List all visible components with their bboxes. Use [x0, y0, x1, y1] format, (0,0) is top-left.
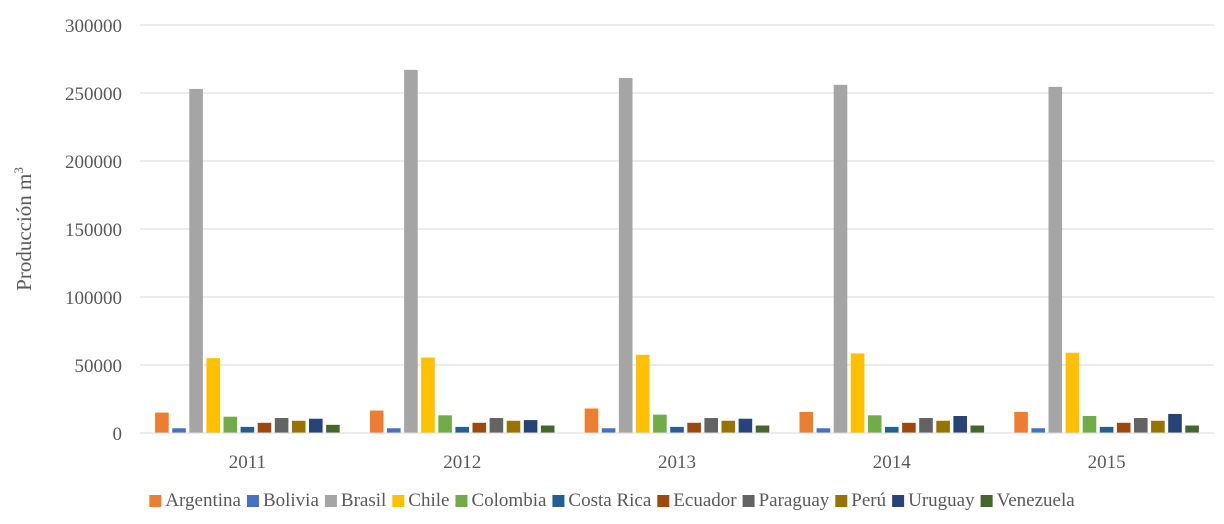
legend-swatch: [892, 495, 905, 507]
x-tick-label: 2011: [229, 452, 266, 473]
legend-swatch: [455, 495, 468, 507]
bar: [850, 353, 865, 433]
legend-swatch: [657, 495, 670, 507]
bar: [1082, 416, 1097, 433]
bar: [1185, 425, 1199, 433]
legend-swatch: [246, 495, 259, 507]
bar: [1031, 428, 1045, 433]
legend-label: Costa Rica: [568, 490, 651, 511]
y-tick-label: 0: [113, 424, 123, 445]
y-tick-label: 100000: [65, 288, 122, 309]
bar: [1065, 352, 1080, 433]
bar: [1116, 422, 1131, 433]
bar: [369, 410, 384, 433]
bar: [1014, 411, 1028, 433]
bar: [704, 418, 718, 433]
bar: [472, 422, 487, 433]
bars: [155, 69, 1199, 434]
x-tick-label: 2014: [873, 452, 912, 473]
bar: [540, 425, 555, 433]
bar: [309, 418, 323, 433]
bar: [1151, 420, 1165, 433]
bar: [902, 422, 916, 433]
legend-swatch: [552, 495, 565, 507]
legend: Argentina Bolivia Brasil Chile Colombia Costa…: [149, 490, 1075, 511]
bar: [523, 420, 538, 433]
bar: [636, 354, 650, 433]
y-axis-ticks: 0 50000 100000 150000 200000 250000 300000: [65, 16, 122, 445]
legend-label: Argentina: [165, 490, 241, 511]
bar: [489, 418, 504, 433]
bar: [274, 418, 289, 433]
x-axis: 2011 2012 2013 2014 2015: [140, 432, 1214, 473]
bar: [936, 420, 950, 433]
bar: [326, 424, 340, 433]
y-axis-label: Producción m3: [11, 167, 36, 291]
legend-swatch: [742, 495, 755, 507]
legend-label: Colombia: [471, 490, 547, 511]
bar: [584, 408, 599, 433]
bar: [919, 418, 933, 433]
legend-label: Perú: [851, 490, 886, 511]
bar: [867, 415, 882, 433]
x-tick-label: 2015: [1088, 452, 1126, 473]
bar: [1048, 86, 1063, 433]
bar: [455, 426, 469, 433]
legend-label: Uruguay: [908, 490, 975, 511]
bar: [885, 426, 899, 433]
legend-swatch: [392, 495, 405, 507]
bar: [738, 418, 753, 433]
bar: [687, 422, 701, 433]
y-tick-label: 150000: [65, 220, 122, 241]
bar: [618, 78, 633, 433]
bar: [1168, 413, 1182, 433]
bar: [833, 84, 848, 433]
bar: [172, 428, 186, 433]
bar: [1099, 426, 1114, 433]
bar: [206, 358, 220, 433]
legend-swatch: [149, 495, 162, 507]
legend-label: Bolivia: [263, 490, 320, 511]
bar: [1134, 418, 1148, 433]
bar: [653, 414, 667, 433]
y-tick-label: 200000: [65, 152, 122, 173]
bar: [223, 416, 238, 433]
x-tick-label: 2012: [443, 452, 481, 473]
legend-swatch: [980, 495, 993, 507]
bar: [257, 422, 272, 433]
bar: [404, 69, 418, 433]
legend-label: Paraguay: [759, 490, 830, 511]
legend-swatch: [835, 495, 848, 507]
bar: [387, 428, 401, 433]
legend-label: Chile: [408, 490, 449, 511]
bar: [755, 425, 770, 433]
x-tick-label: 2013: [658, 452, 696, 473]
legend-label: Ecuador: [673, 490, 737, 511]
bar: [670, 426, 684, 433]
y-tick-label: 300000: [65, 16, 122, 37]
bar: [953, 416, 967, 433]
bar: [438, 415, 452, 433]
bar: [816, 428, 831, 433]
bar: [721, 420, 736, 433]
bar: [799, 411, 814, 433]
y-tick-label: 250000: [65, 84, 122, 105]
bar: [240, 426, 255, 433]
bar: [291, 420, 306, 433]
bar: [506, 420, 521, 433]
bar: [601, 428, 616, 433]
legend-swatch: [324, 495, 337, 507]
gridlines: [140, 24, 1214, 366]
y-tick-label: 50000: [75, 356, 123, 377]
legend-label: Venezuela: [997, 490, 1076, 511]
legend-label: Brasil: [341, 490, 386, 511]
bar: [970, 425, 985, 433]
bar: [189, 88, 203, 434]
bar: [155, 412, 169, 433]
bar: [421, 357, 435, 433]
